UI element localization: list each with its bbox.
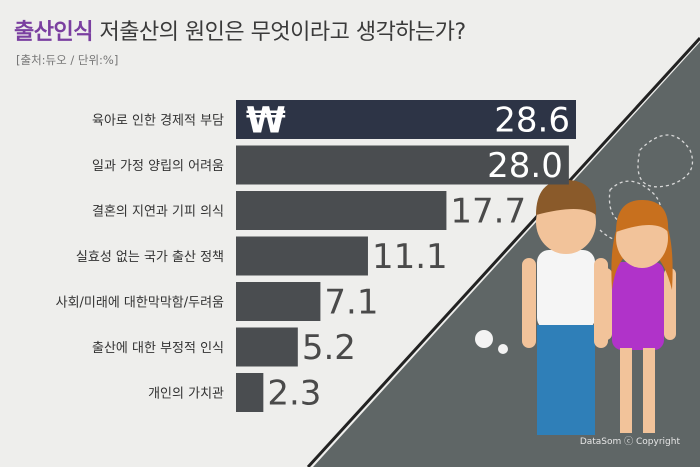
source-note: [출처:듀오 / 단위:%] [16, 53, 119, 67]
man-pants [537, 325, 595, 435]
page-title: 출산인식 저출산의 원인은 무엇이라고 생각하는가? [14, 14, 466, 46]
man-hair [536, 180, 597, 215]
couple-illustration [522, 180, 676, 435]
category-label: 육아로 인한 경제적 부담 [92, 114, 224, 129]
value-label: 5.2 [302, 328, 356, 368]
value-label: 11.1 [372, 237, 448, 277]
man-shirt [537, 250, 595, 330]
title-text: 저출산의 원인은 무엇이라고 생각하는가? [99, 20, 466, 45]
category-label: 사회/미래에 대한막막함/두려움 [56, 296, 224, 311]
bar-3 [236, 191, 447, 230]
woman-left-arm [600, 268, 612, 340]
category-label: 실효성 없는 국가 출산 정책 [76, 250, 224, 265]
woman-right-arm [664, 268, 676, 340]
title-highlight: 출산인식 [14, 20, 93, 45]
category-label: 결혼의 지연과 기피 의식 [92, 205, 224, 220]
bar-1 [236, 100, 576, 139]
value-label: 2.3 [267, 374, 321, 414]
value-label: 17.7 [450, 192, 526, 232]
woman-dress [612, 262, 664, 350]
category-label: 일과 가정 양립의 어려움 [92, 159, 224, 174]
woman-bangs [616, 200, 669, 232]
category-label: 개인의 가치관 [148, 387, 224, 402]
woman-left-leg [620, 348, 632, 433]
man-left-arm [522, 258, 536, 348]
woman-right-leg [643, 348, 655, 433]
bar-6 [236, 327, 298, 367]
category-label: 출산에 대한 부정적 인식 [92, 341, 224, 356]
bar-4 [236, 236, 368, 276]
bar-7 [236, 373, 264, 412]
value-label: 28.0 [487, 146, 563, 186]
bar-2 [236, 145, 569, 185]
dark-diagonal-panel [313, 42, 700, 467]
won-currency-icon: ₩ [246, 101, 286, 142]
thought-bubbles [475, 330, 508, 354]
bar-5 [236, 282, 321, 321]
value-label: 7.1 [324, 283, 378, 323]
value-label: 28.6 [494, 101, 570, 141]
diagonal-divider [306, 36, 700, 467]
copyright-credit: DataSom ⓒ Copyright [579, 437, 680, 447]
